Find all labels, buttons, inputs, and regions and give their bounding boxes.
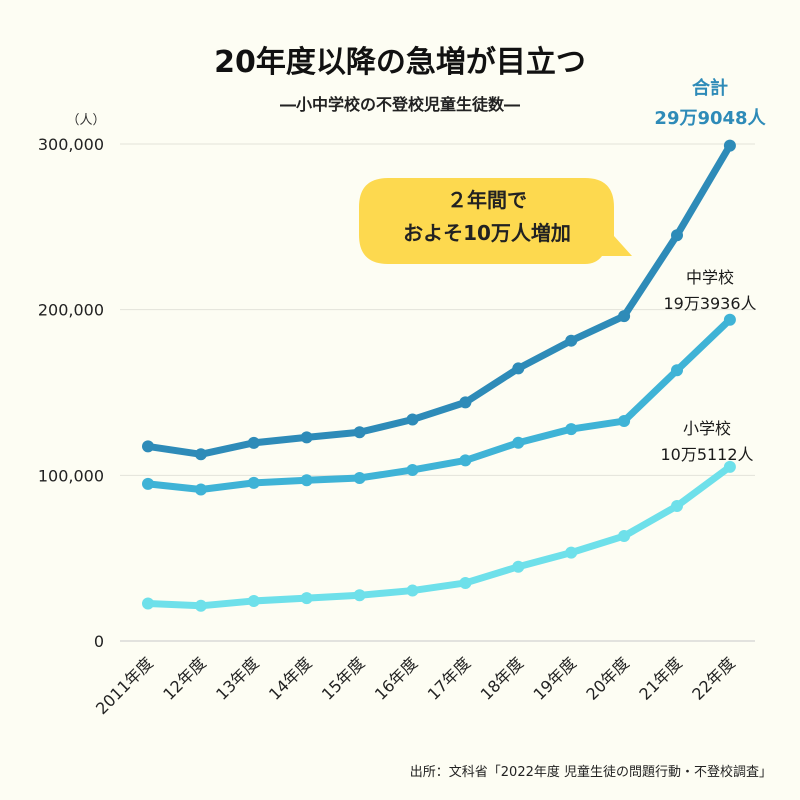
chart-title: 20年度以降の急増が目立つ (214, 45, 586, 80)
data-point (459, 576, 472, 589)
y-tick-label: 300,000 (38, 135, 104, 154)
data-point (565, 546, 578, 559)
source-note: 出所：文科省「2022年度 児童生徒の問題行動・不登校調査」 (410, 764, 772, 780)
series-line (144, 463, 734, 610)
series-end-label: 29万9048人 (654, 108, 766, 129)
data-point (247, 594, 260, 607)
data-point (618, 310, 631, 323)
series-end-label: 19万3936人 (663, 294, 756, 313)
data-point (406, 584, 419, 597)
data-point (247, 436, 260, 449)
x-tick-label: 19年度 (530, 653, 580, 703)
x-tick-label: 2011年度 (92, 653, 157, 718)
series-end-label: 10万5112人 (660, 445, 753, 464)
data-point (671, 364, 683, 377)
y-tick-label: 200,000 (38, 301, 104, 320)
y-tick-label: 100,000 (38, 466, 104, 485)
x-tick-label: 14年度 (265, 653, 315, 703)
data-point (565, 423, 578, 436)
series-line (144, 142, 734, 458)
y-tick-label: 0 (94, 632, 104, 651)
x-tick-label: 16年度 (371, 653, 421, 703)
annotation-bubble (359, 178, 632, 264)
data-point (353, 471, 366, 484)
data-point (247, 476, 260, 489)
x-tick-label: 12年度 (159, 653, 209, 703)
x-tick-label: 20年度 (582, 653, 632, 703)
data-point (353, 426, 366, 439)
data-point (512, 362, 525, 375)
data-point (671, 499, 683, 512)
data-point (300, 474, 313, 487)
data-point (406, 463, 419, 476)
x-tick-label: 18年度 (477, 653, 527, 703)
x-tick-label: 22年度 (688, 653, 738, 703)
data-point (459, 454, 472, 467)
y-axis-unit-label: （人） (66, 113, 105, 128)
data-point (194, 483, 207, 496)
data-point (671, 229, 683, 242)
data-point (618, 415, 631, 428)
data-point (142, 440, 154, 453)
data-point (565, 334, 578, 347)
annotation-text: およそ10万人増加 (403, 221, 571, 245)
annotation-text: ２年間で (447, 188, 527, 212)
x-tick-label: 13年度 (212, 653, 262, 703)
data-point (512, 560, 525, 573)
data-point (300, 431, 313, 444)
series-end-label: 小学校 (683, 419, 731, 438)
data-point (142, 477, 154, 490)
x-tick-label: 15年度 (318, 653, 368, 703)
data-point (194, 599, 207, 612)
x-tick-label: 17年度 (424, 653, 474, 703)
data-point (723, 460, 736, 473)
data-point (353, 589, 366, 602)
x-tick-label: 21年度 (635, 653, 685, 703)
data-point (723, 139, 736, 152)
series-end-label: 中学校 (686, 268, 734, 287)
data-point (459, 396, 472, 409)
data-point (512, 436, 525, 449)
data-point (618, 530, 631, 543)
data-point (142, 597, 154, 610)
chart-subtitle: ―小中学校の不登校児童生徒数― (280, 95, 520, 114)
data-point (406, 413, 419, 426)
series-end-label: 合計 (692, 77, 728, 99)
data-point (300, 592, 313, 605)
data-point (194, 448, 207, 461)
data-point (723, 313, 736, 326)
series-line (144, 316, 734, 494)
